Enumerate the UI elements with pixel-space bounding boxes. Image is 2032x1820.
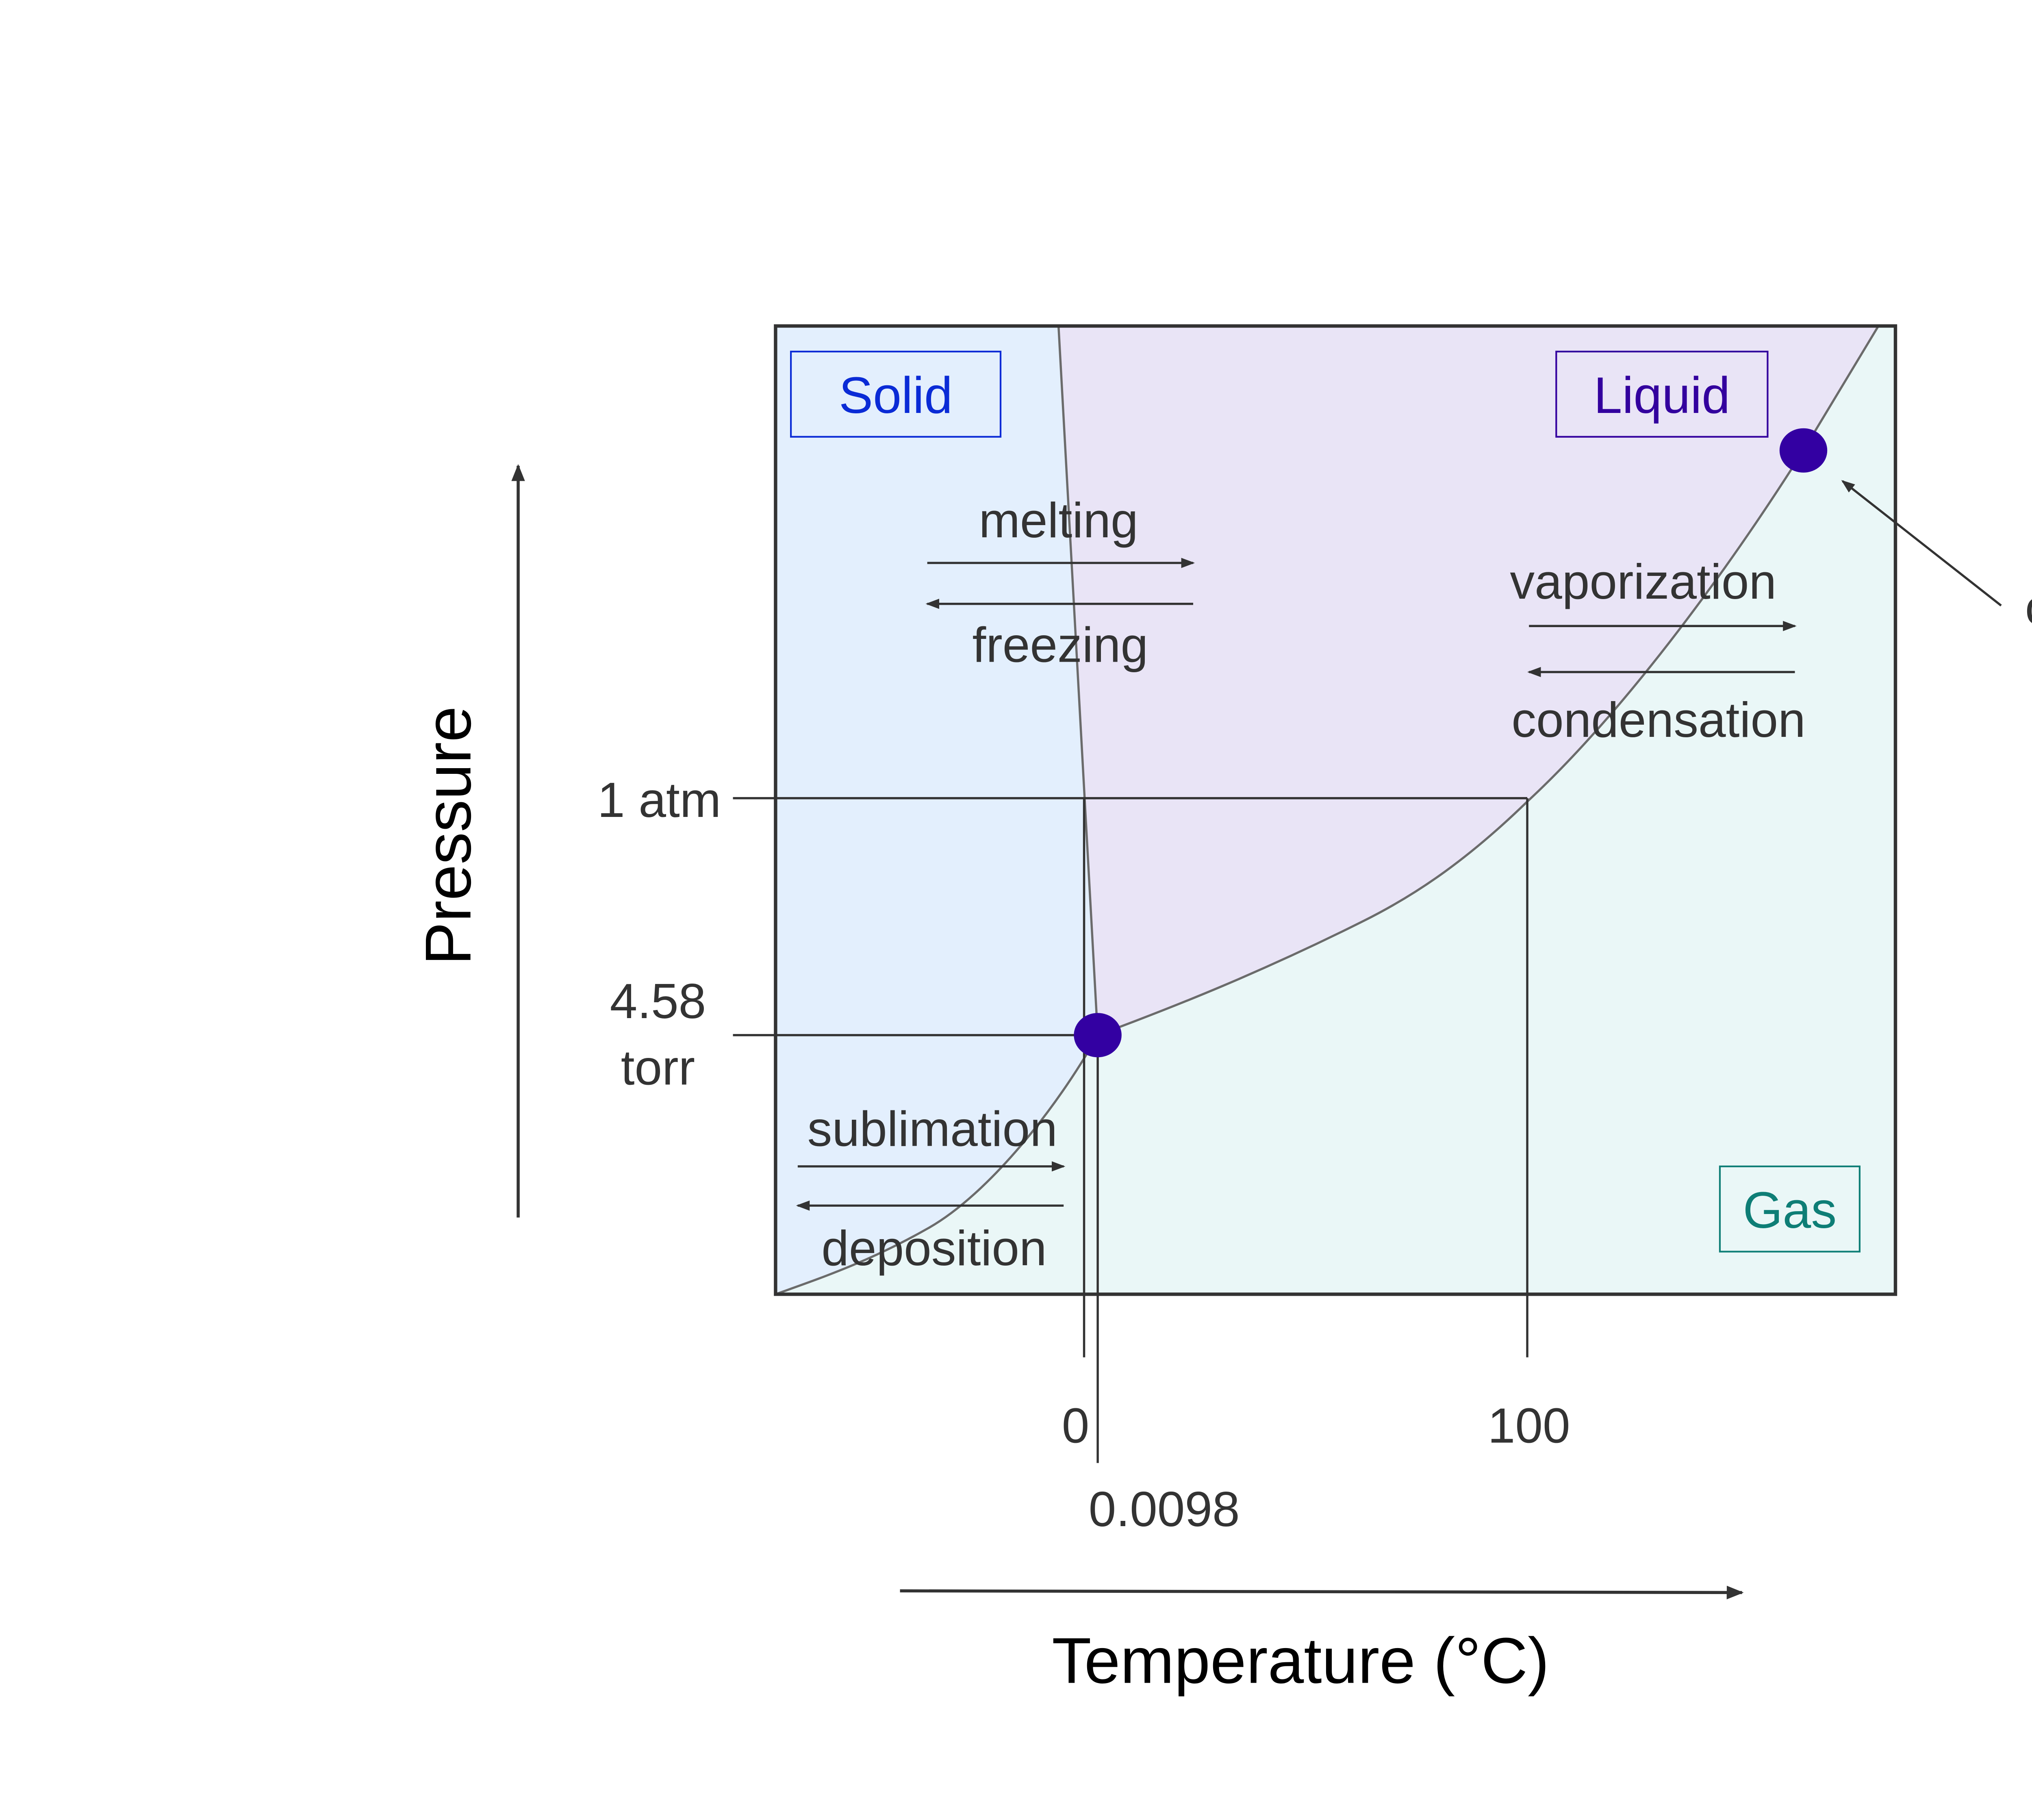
vaporization-label: vaporization [1510, 554, 1776, 609]
solid-region [775, 326, 1098, 1294]
liquid-label-box: Liquid [1555, 350, 1769, 438]
solid-gas-transition: sublimation deposition [796, 1101, 1066, 1276]
freezing-label: freezing [972, 617, 1148, 672]
y-tick-one-atm: 1 atm [597, 772, 721, 827]
sublimation-label: sublimation [808, 1101, 1057, 1156]
liquid-label: Liquid [1593, 367, 1730, 424]
vaporization-curve [1097, 326, 1880, 1036]
critical-point-marker [1779, 428, 1828, 473]
reference-lines [733, 797, 1528, 1463]
phase-regions [775, 326, 1895, 1294]
deposition-label: deposition [821, 1221, 1047, 1276]
solid-label: Solid [839, 367, 953, 424]
x-tick-hundred: 100 [1488, 1398, 1570, 1453]
triple-point-marker [1074, 1013, 1122, 1058]
x-tick-zero: 0 [1062, 1398, 1090, 1453]
y-tick-triple-unit: torr [621, 1040, 695, 1095]
liquid-gas-transition: vaporization condensation [1510, 554, 1805, 747]
melting-label: melting [979, 493, 1138, 548]
solid-liquid-transition: melting freezing [925, 493, 1195, 672]
sublimation-curve [775, 1034, 1099, 1294]
x-tick-triple: 0.0098 [1089, 1481, 1240, 1537]
critical-point-label: critical point [2025, 580, 2032, 635]
solid-label-box: Solid [790, 350, 1002, 438]
plot-frame [774, 324, 1897, 1296]
melting-curve [1057, 326, 1099, 1036]
x-axis-title: Temperature (°C) [1052, 1625, 1549, 1697]
liquid-region [1058, 326, 1879, 1035]
y-axis-title: Pressure [412, 706, 484, 965]
critical-point-pointer-icon [1841, 480, 2002, 607]
gas-label: Gas [1743, 1181, 1837, 1239]
y-tick-triple-value: 4.58 [610, 973, 706, 1029]
gas-label-box: Gas [1719, 1165, 1861, 1253]
phase-boundaries [775, 326, 1880, 1294]
x-axis-arrow-icon [900, 1585, 1744, 1600]
condensation-label: condensation [1511, 692, 1806, 747]
